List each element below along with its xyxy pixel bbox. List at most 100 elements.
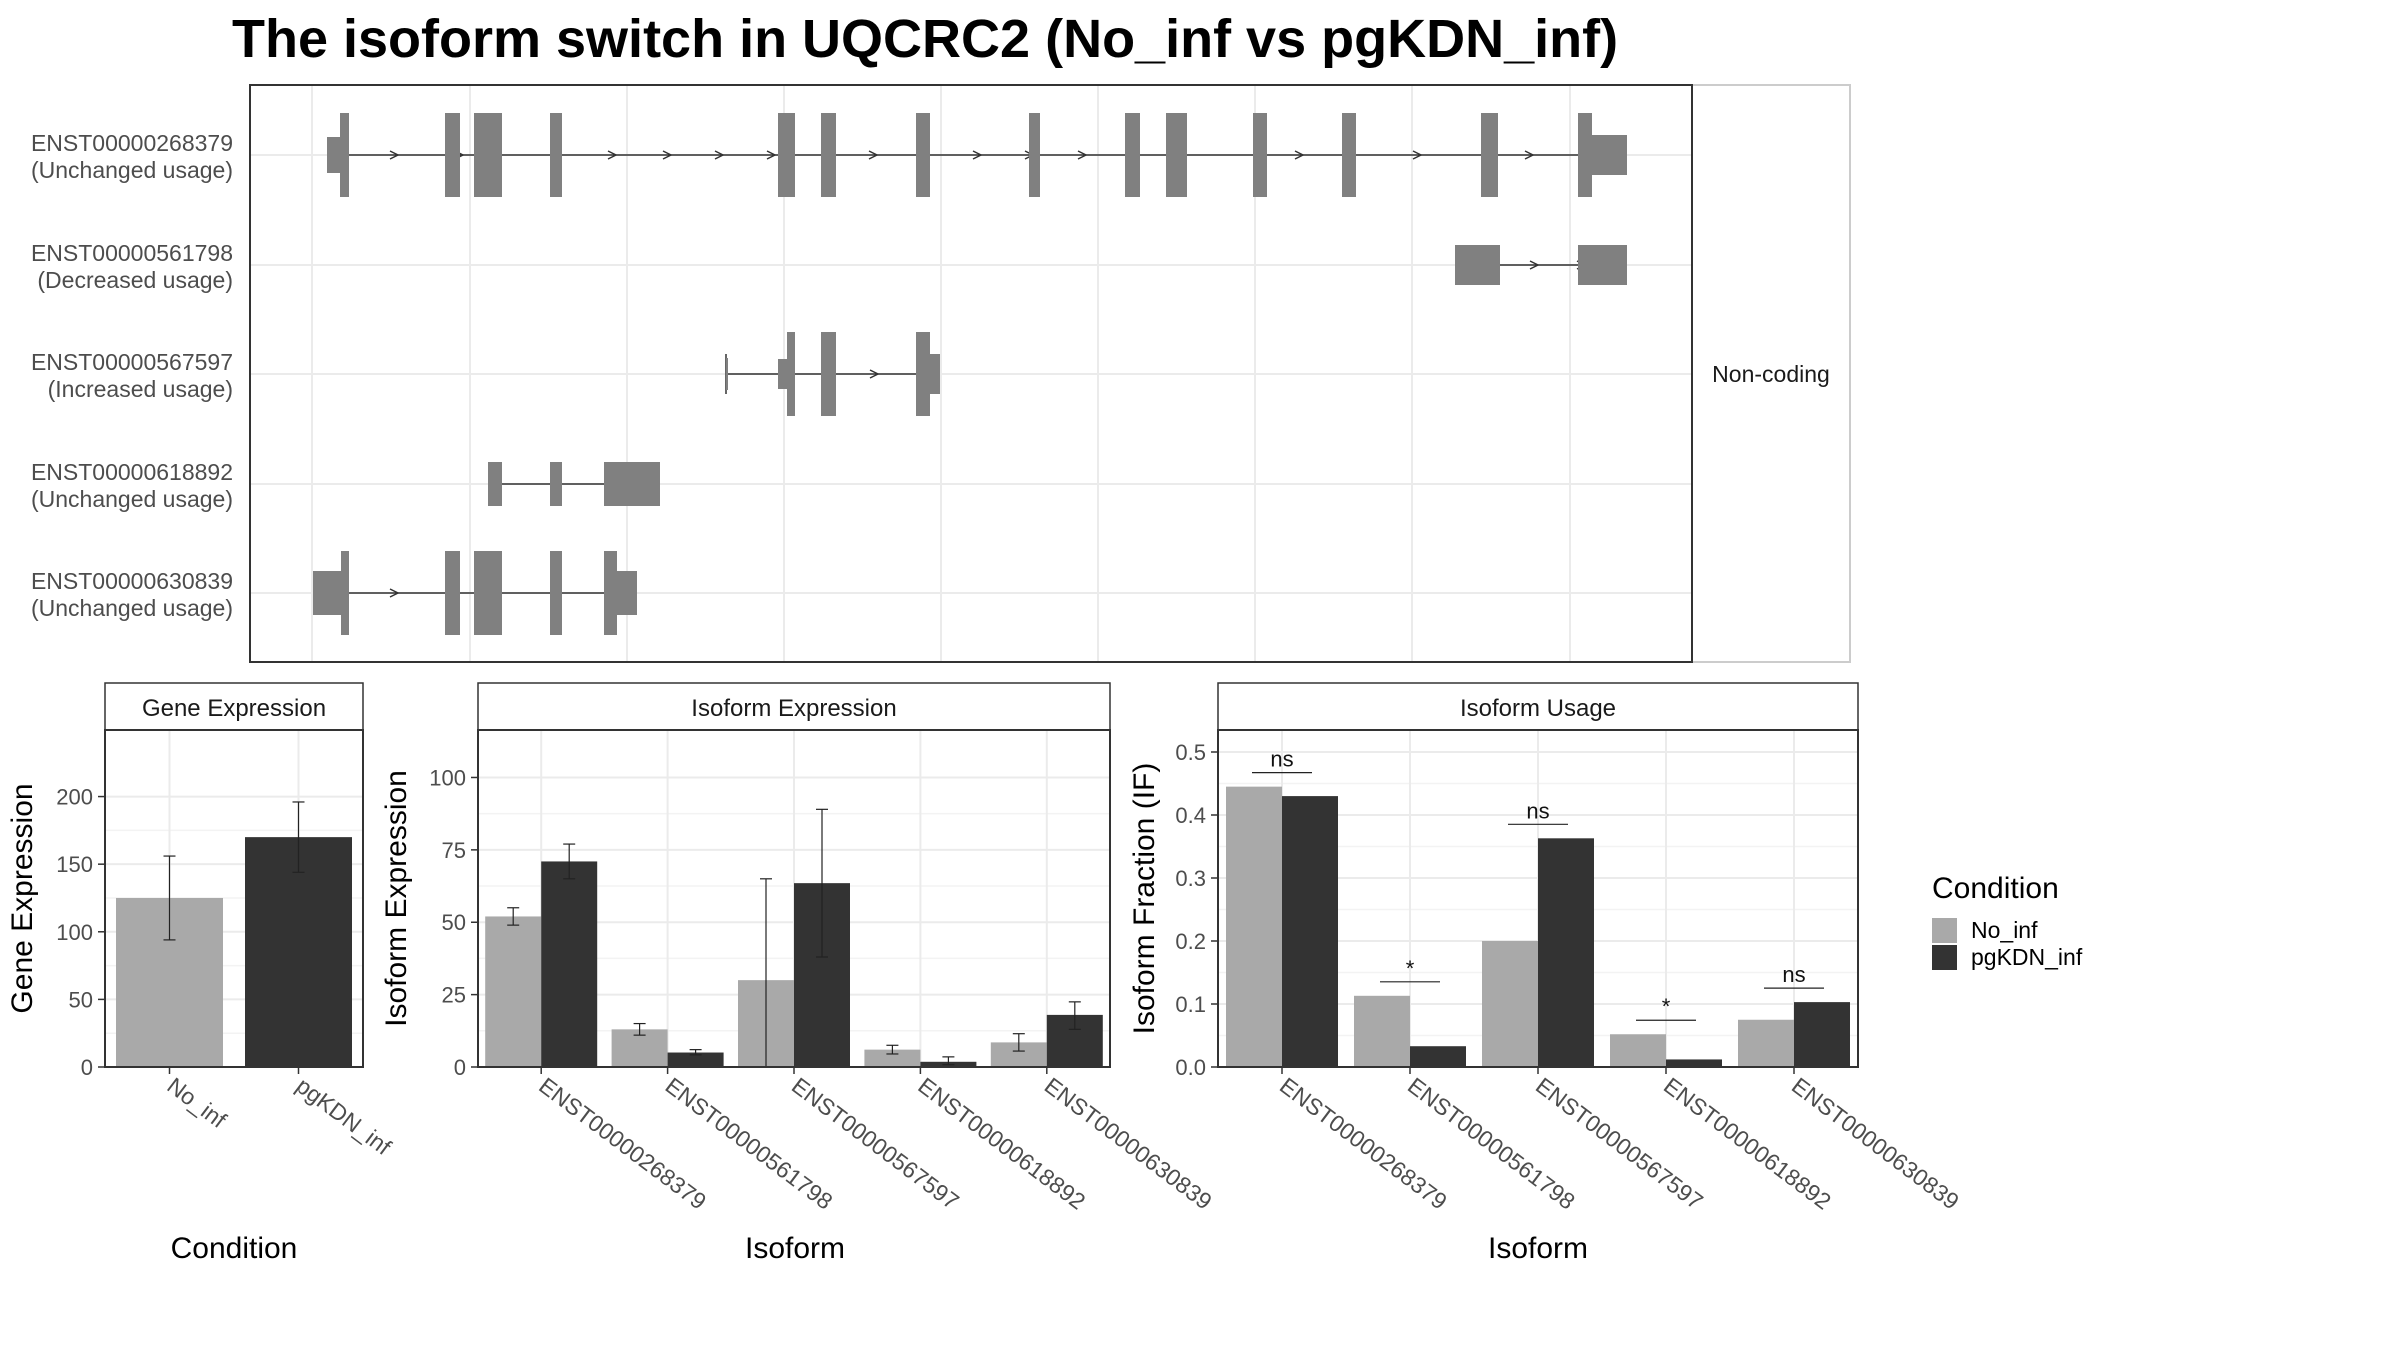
exon-block [445,113,460,197]
legend-swatch [1932,918,1957,943]
exon-block [604,551,617,635]
exon-block [550,113,562,197]
bar [1738,1019,1794,1067]
y-tick-label: 100 [56,920,93,945]
y-tick-label: 25 [442,983,466,1008]
intron-arrow [1524,150,1535,160]
y-axis-label: Gene Expression [6,783,39,1013]
legend-entry: No_inf [1971,917,2038,943]
y-tick-label: 200 [56,785,93,810]
exon-block [1253,113,1267,197]
exon-block [604,462,660,506]
y-tick-label: 100 [429,765,466,790]
panel-strip-title: Isoform Usage [1460,695,1616,722]
intron-arrow [869,369,880,379]
panel-strip [1217,682,1859,731]
bar [1538,838,1594,1067]
x-tick-label: No_inf [162,1072,231,1133]
legend-title: Condition [1932,872,2059,905]
intron-arrow [607,150,618,160]
y-tick-label: 0.3 [1175,866,1206,891]
exon-block [550,462,562,506]
intron-arrow [1529,260,1540,270]
exon-block [821,113,836,197]
y-tick-label: 150 [56,852,93,877]
intron-arrow [389,588,400,598]
exon-block [488,462,502,506]
bar [541,861,598,1067]
intron-arrow [972,150,983,160]
chart-title: The isoform switch in UQCRC2 (No_inf vs … [232,9,1619,69]
isoform-id-label: ENST00000567597 [31,349,233,375]
y-tick-label: 0.1 [1175,992,1206,1017]
panel-border [1217,729,1859,1068]
isoform-usage-label: (Increased usage) [48,376,233,402]
x-axis-label: Isoform [1488,1232,1588,1265]
isoform-usage-label: (Decreased usage) [37,267,233,293]
y-tick-label: 50 [442,910,466,935]
y-tick-label: 75 [442,838,466,863]
bar [1410,1046,1466,1067]
isoform-usage-label: (Unchanged usage) [31,486,233,512]
y-axis-label: Isoform Expression [380,770,413,1027]
exon-block [1125,113,1140,197]
exon-block [916,113,930,197]
exon-block [1481,113,1498,197]
y-tick-label: 0 [454,1055,466,1080]
bar [864,1049,921,1067]
exon-block [1578,113,1592,197]
panel-strip [477,682,1111,731]
exon-block [1029,113,1040,197]
exon-block [1342,113,1356,197]
panel-strip [104,682,364,731]
exon-block [1166,113,1187,197]
exon-block [474,551,502,635]
exon-block [930,354,940,394]
exon-block [821,332,836,416]
bar [485,916,542,1067]
intron-arrow [1077,150,1088,160]
bar [1610,1034,1666,1067]
exon-block [778,359,787,389]
bar [1354,995,1410,1067]
y-tick-label: 0.5 [1175,740,1206,765]
intron-arrow [766,150,777,160]
y-axis-label: Isoform Fraction (IF) [1128,763,1161,1035]
intron-arrow [714,150,725,160]
structure-strip [1691,84,1851,663]
panel-border [104,729,364,1068]
bar [1282,796,1338,1067]
bar [1226,786,1282,1067]
panel-border [477,729,1111,1068]
panel-strip-title: Isoform Expression [691,695,896,722]
significance-label: * [1406,956,1415,981]
exon-block [327,137,340,173]
intron-arrow [662,150,673,160]
intron-arrow [1294,150,1305,160]
bar [667,1052,724,1067]
exon-block [445,551,460,635]
exon-block [550,551,562,635]
exon-block [617,571,637,615]
exon-block [787,332,795,416]
isoform-usage-label: (Unchanged usage) [31,157,233,183]
y-tick-label: 0.4 [1175,803,1206,828]
y-tick-label: 0.0 [1175,1055,1206,1080]
exon-block [916,332,930,416]
exon-block [1578,245,1627,285]
legend-swatch [1932,945,1957,970]
bar [1794,1002,1850,1067]
panel-strip-title: Gene Expression [142,695,326,722]
significance-label: ns [1526,798,1549,823]
bar [1666,1059,1722,1067]
isoform-id-label: ENST00000618892 [31,459,233,485]
y-tick-label: 0.2 [1175,929,1206,954]
exon-block [340,113,349,197]
isoform-id-label: ENST00000268379 [31,130,233,156]
bar [245,837,352,1067]
significance-label: ns [1782,962,1805,987]
x-axis-label: Condition [171,1232,298,1265]
exon-block [778,113,795,197]
structure-panel-border [249,84,1693,663]
